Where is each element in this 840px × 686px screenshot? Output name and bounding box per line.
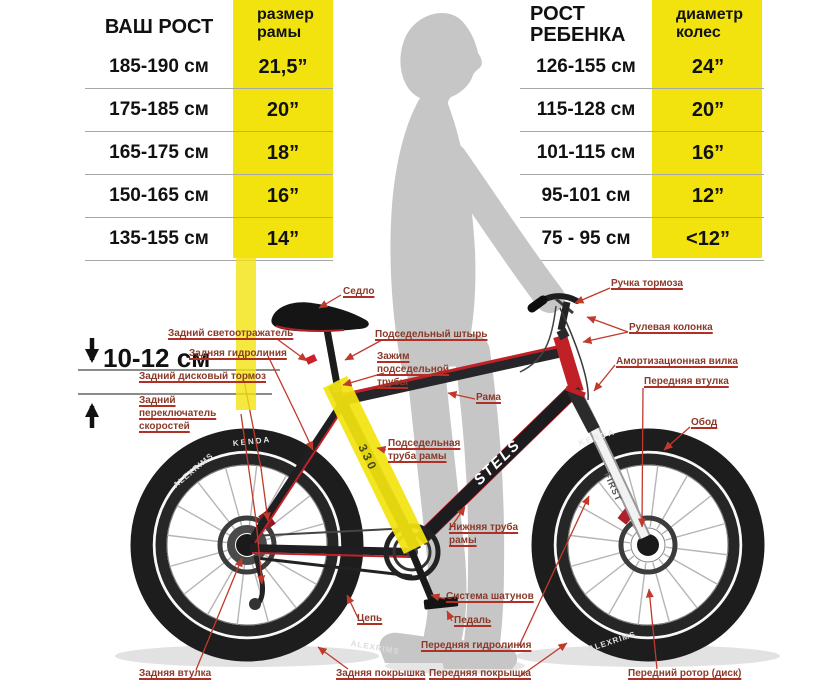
height-range: 101-115 см bbox=[536, 142, 636, 163]
label-pedal: Педаль bbox=[454, 615, 492, 626]
label-seat-tube: Подседельная труба рамы bbox=[388, 438, 461, 462]
child-size-table: РОСТ РЕБЕНКА диаметр колес 126-155 см 24… bbox=[520, 0, 764, 261]
table-row: 115-128 см 20” bbox=[520, 89, 764, 132]
headset-spacer bbox=[556, 327, 570, 341]
chain-upper bbox=[251, 527, 413, 537]
table-row: 175-185 см 20” bbox=[85, 89, 333, 132]
highlight-strip bbox=[236, 258, 256, 410]
wheel-size-header: диаметр колес bbox=[676, 6, 744, 41]
height-range: 135-155 см bbox=[109, 228, 209, 249]
label-crankset: Система шатунов bbox=[446, 591, 534, 602]
table-row: 185-190 см 21,5” bbox=[85, 46, 333, 89]
label-seat-clamp: Зажим подседельной трубы bbox=[377, 351, 450, 388]
wheel-size: 12” bbox=[691, 184, 725, 207]
rear-tire-decal: KENDA bbox=[232, 435, 271, 448]
grip bbox=[527, 295, 548, 313]
height-range: 115-128 см bbox=[536, 99, 636, 120]
height-range: 126-155 см bbox=[536, 56, 636, 77]
standover-measurement: 10-12 см bbox=[103, 343, 211, 373]
label-rear-disc-brake: Задний дисковый тормоз bbox=[139, 371, 267, 382]
table-row: 75 - 95 см <12” bbox=[520, 218, 764, 261]
label-chain: Цепь bbox=[357, 613, 383, 624]
label-rear-reflector: Задний светоотражатель bbox=[168, 328, 294, 339]
table-row: 101-115 см 16” bbox=[520, 132, 764, 175]
top-tube-accent bbox=[340, 345, 558, 397]
rear-reflector-part bbox=[305, 354, 318, 365]
chain-lower bbox=[255, 556, 413, 578]
height-range: 150-165 см bbox=[109, 185, 209, 206]
seatpost-part bbox=[322, 323, 342, 391]
fork-shock bbox=[567, 386, 600, 434]
head-tube bbox=[553, 333, 584, 395]
child-height-header: РОСТ РЕБЕНКА bbox=[530, 3, 626, 46]
height-range: 175-185 см bbox=[109, 99, 209, 120]
adult-height-header: ВАШ РОСТ bbox=[104, 16, 214, 38]
top-tube bbox=[338, 346, 560, 406]
table-row: 165-175 см 18” bbox=[85, 132, 333, 175]
frame-size: 18” bbox=[266, 141, 300, 164]
frame-size: 14” bbox=[266, 227, 300, 250]
label-rear-hub: Задняя втулка bbox=[139, 668, 212, 679]
label-rear-tire: Задняя покрышка bbox=[336, 668, 426, 679]
frame-size: 20” bbox=[266, 98, 300, 121]
label-headset: Рулевая колонка bbox=[629, 322, 713, 333]
child-size-highlight-band bbox=[652, 0, 762, 258]
silhouette-front-foot bbox=[440, 639, 518, 669]
label-saddle: Седло bbox=[343, 286, 375, 297]
adult-size-highlight-band bbox=[233, 0, 333, 258]
crank-arm bbox=[408, 548, 436, 604]
label-seatpost: Подседельный штырь bbox=[375, 329, 488, 340]
silhouette-back-leg bbox=[405, 333, 467, 655]
down-tube-part bbox=[415, 385, 579, 545]
table-row: 150-165 см 16” bbox=[85, 175, 333, 218]
adult-table-header: ВАШ РОСТ размер рамы bbox=[85, 0, 333, 46]
saddle-accent bbox=[275, 325, 345, 332]
label-brake-lever: Ручка тормоза bbox=[611, 278, 683, 289]
height-range: 185-190 см bbox=[109, 56, 209, 77]
height-range: 75 - 95 см bbox=[541, 228, 631, 249]
seat-tube-highlight bbox=[323, 376, 428, 554]
wheel-size: 24” bbox=[691, 55, 725, 78]
label-front-rotor: Передний ротор (диск) bbox=[628, 668, 742, 679]
label-suspension-fork: Амортизационная вилка bbox=[616, 356, 738, 367]
saddle-part bbox=[271, 302, 369, 332]
fork-crown bbox=[565, 385, 586, 398]
label-down-tube: Нижняя труба рамы bbox=[449, 522, 519, 546]
label-front-hydroline: Передняя гидролиния bbox=[421, 640, 532, 651]
child-table-header: РОСТ РЕБЕНКА диаметр колес bbox=[520, 0, 764, 46]
label-rear-hydroline: Задняя гидролиния bbox=[189, 348, 287, 359]
frame-size-header: размер рамы bbox=[257, 6, 314, 41]
wheel-size: 16” bbox=[691, 141, 725, 164]
frame-size: 16” bbox=[266, 184, 300, 207]
silhouette-front-leg bbox=[454, 334, 505, 660]
derailleur-pulley bbox=[249, 598, 261, 610]
table-row: 95-101 см 12” bbox=[520, 175, 764, 218]
adult-size-table: ВАШ РОСТ размер рамы 185-190 см 21,5” 17… bbox=[85, 0, 333, 261]
rear-wheel bbox=[130, 428, 364, 662]
height-range: 95-101 см bbox=[541, 185, 631, 206]
silhouette-back-foot bbox=[379, 632, 458, 663]
person-silhouette bbox=[379, 12, 565, 669]
wheel-size: 20” bbox=[691, 98, 725, 121]
silhouette-arm bbox=[437, 143, 565, 313]
rear-brake-hose bbox=[519, 305, 557, 373]
front-wheel bbox=[531, 428, 765, 662]
frame-size: 21,5” bbox=[258, 55, 308, 78]
label-rear-derailleur: Задний переключатель скоростей bbox=[139, 395, 217, 432]
label-rim: Обод bbox=[691, 417, 718, 428]
silhouette-head-torso bbox=[390, 12, 482, 370]
label-frame: Рама bbox=[476, 392, 501, 403]
label-front-hub: Передняя втулка bbox=[644, 376, 729, 387]
front-brake-hose bbox=[559, 307, 589, 401]
table-row: 135-155 см 14” bbox=[85, 218, 333, 261]
label-front-tire: Передняя покрышка bbox=[429, 668, 531, 679]
wheel-size: <12” bbox=[686, 227, 730, 250]
chain-stay-accent bbox=[251, 552, 411, 558]
height-range: 165-175 см bbox=[109, 142, 209, 163]
table-row: 126-155 см 24” bbox=[520, 46, 764, 89]
